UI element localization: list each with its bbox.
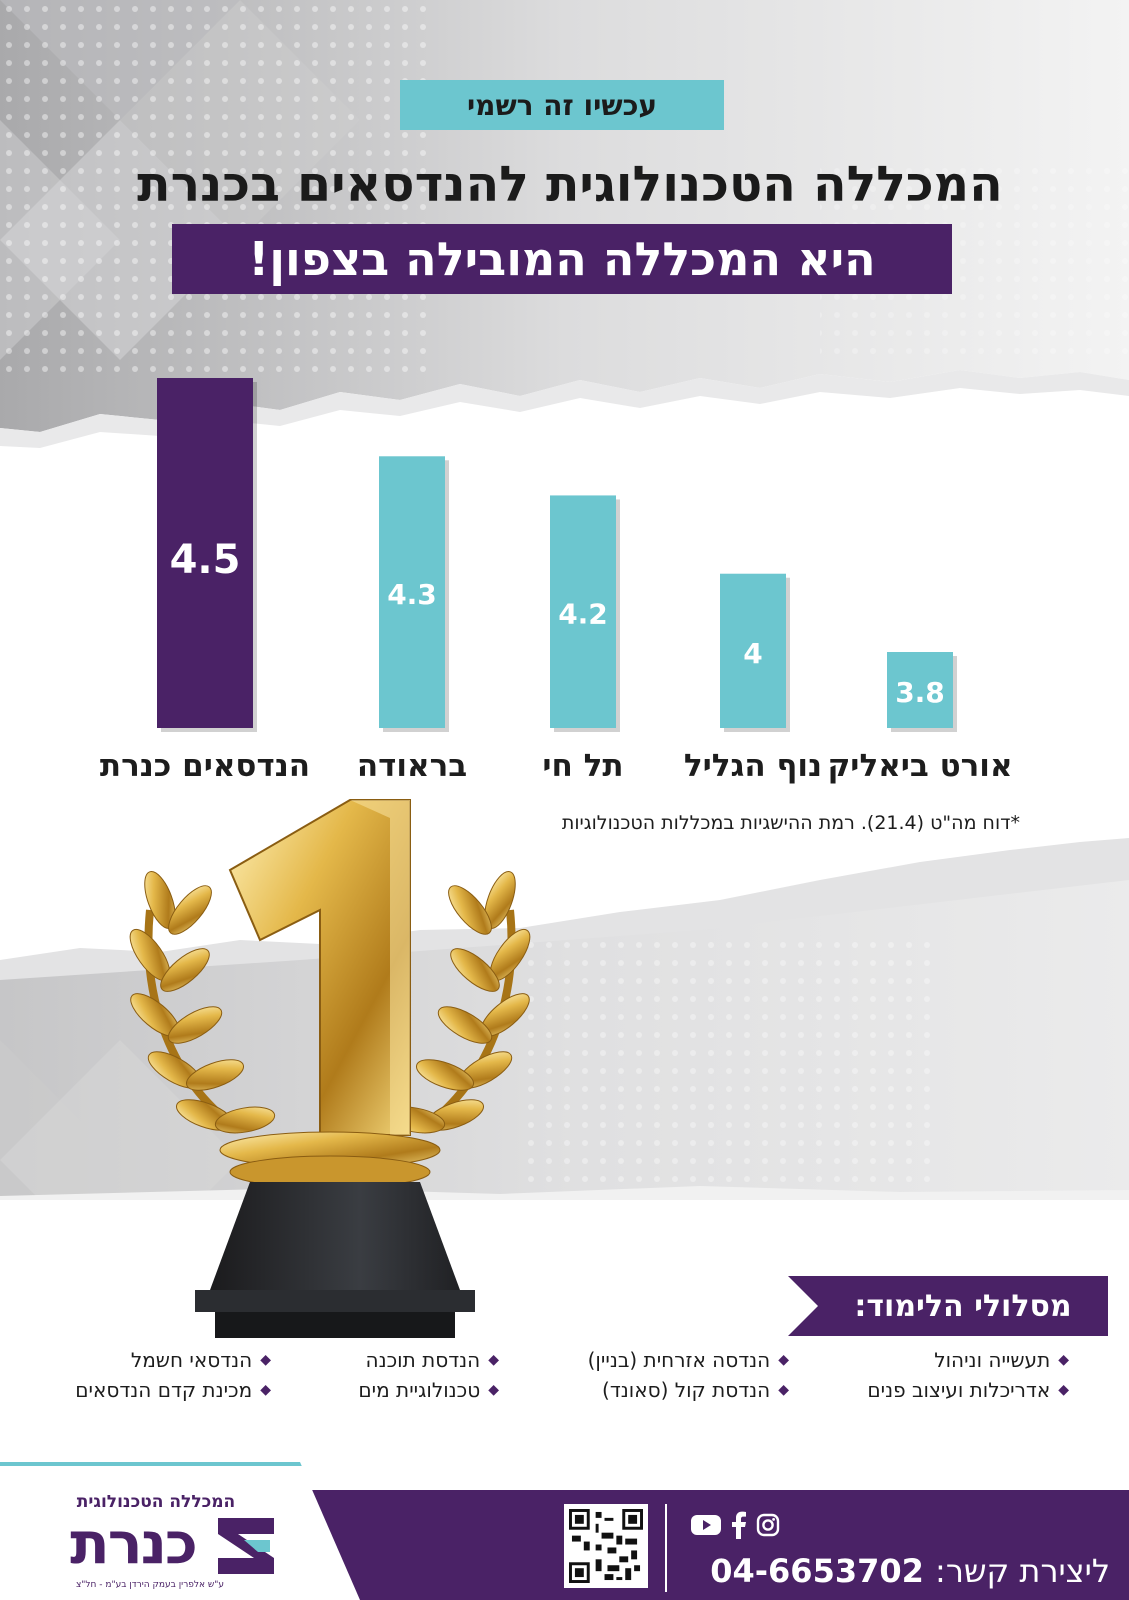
- category-label-1: בראודה: [356, 748, 468, 784]
- bar-value-label-4: 3.8: [895, 676, 945, 709]
- footer-logo-panel: [0, 1462, 360, 1600]
- diamond-bullet-icon: ◆: [1058, 1382, 1069, 1398]
- source-note: *דוח מה"ט (21.4). רמת ההישגיות במכללות ה…: [561, 812, 1020, 834]
- bar-2: [550, 495, 616, 728]
- program-label: תעשייה וניהול: [934, 1348, 1051, 1372]
- program-item: ◆ הנדסת תוכנה: [366, 1346, 500, 1374]
- program-label: הנדסה אזרחית (בניין): [587, 1348, 771, 1372]
- program-item: ◆ הנדסה אזרחית (בניין): [588, 1346, 789, 1374]
- headline-banner: היא המכללה המובילה בצפון!: [172, 224, 952, 294]
- program-item: ◆ הנדסת קול (סאונד): [602, 1376, 789, 1404]
- instagram-icon[interactable]: [756, 1513, 780, 1537]
- program-item: ◆ הנדסאי חשמל: [131, 1346, 271, 1374]
- program-item: ◆ אדריכלות ועיצוב פנים: [867, 1376, 1069, 1404]
- program-item: ◆ מכינת קדם הנדסאים: [75, 1376, 271, 1404]
- footer-divider: [665, 1504, 667, 1592]
- social-links: [690, 1508, 780, 1542]
- diamond-bullet-icon: ◆: [1058, 1352, 1069, 1368]
- program-label: טכנולוגיית מים: [358, 1378, 481, 1402]
- logo-sub-text: ע"ש אלפרין בעמק הירדן בע"מ - חל"צ: [75, 1580, 225, 1590]
- diamond-bullet-icon: ◆: [488, 1382, 499, 1398]
- category-label-2: תל חי: [542, 748, 624, 784]
- qr-code[interactable]: [564, 1504, 648, 1588]
- bar-value-label-0: 4.5: [170, 537, 241, 583]
- footer-bar: [310, 1490, 1129, 1600]
- program-label: הנדסת קול (סאונד): [602, 1378, 771, 1402]
- kinneret-logo-mark-icon: [218, 1518, 274, 1574]
- program-label: אדריכלות ועיצוב פנים: [867, 1378, 1051, 1402]
- category-label-0: הנדסאים כנרת: [99, 748, 311, 784]
- youtube-icon[interactable]: [690, 1513, 722, 1537]
- contact-label: ליצירת קשר:: [935, 1552, 1110, 1590]
- diamond-bullet-icon: ◆: [260, 1382, 271, 1398]
- category-label-4: אורט ביאליק: [827, 748, 1013, 784]
- diamond-bullet-icon: ◆: [778, 1352, 789, 1368]
- program-label: הנדסת תוכנה: [365, 1348, 481, 1372]
- bar-0: [157, 378, 253, 728]
- diamond-bullet-icon: ◆: [260, 1352, 271, 1368]
- phone-number[interactable]: 04-6653702: [710, 1552, 924, 1590]
- bar-value-label-1: 4.3: [387, 578, 437, 611]
- qr-code-icon: [569, 1509, 643, 1583]
- diamond-bullet-icon: ◆: [488, 1352, 499, 1368]
- logo-top-text: המכללה הטכנולוגית: [76, 1492, 236, 1512]
- contact-line: ליצירת קשר: 04-6653702: [690, 1552, 1110, 1596]
- programs-title: מסלולי הלימוד:: [788, 1276, 1108, 1336]
- category-label-3: נוף הגליל: [683, 748, 823, 784]
- bar-1: [379, 456, 445, 728]
- program-label: הנדסאי חשמל: [130, 1348, 253, 1372]
- program-label: מכינת קדם הנדסאים: [75, 1378, 253, 1402]
- bar-value-label-2: 4.2: [558, 598, 608, 631]
- diamond-bullet-icon: ◆: [778, 1382, 789, 1398]
- headline-tag: עכשיו זה רשמי: [400, 80, 724, 130]
- bar-3: [720, 573, 786, 728]
- program-item: ◆ טכנולוגיית מים: [358, 1376, 499, 1404]
- bar-value-label-3: 4: [743, 637, 762, 670]
- facebook-icon[interactable]: [730, 1511, 748, 1539]
- program-item: ◆ תעשייה וניהול: [934, 1346, 1069, 1374]
- logo-main-text: כנרת: [70, 1509, 198, 1577]
- bar-4: [887, 652, 953, 728]
- headline-title: המכללה הטכנולוגית להנדסאים בכנרת: [137, 156, 1003, 213]
- trophy-image: [129, 799, 531, 1338]
